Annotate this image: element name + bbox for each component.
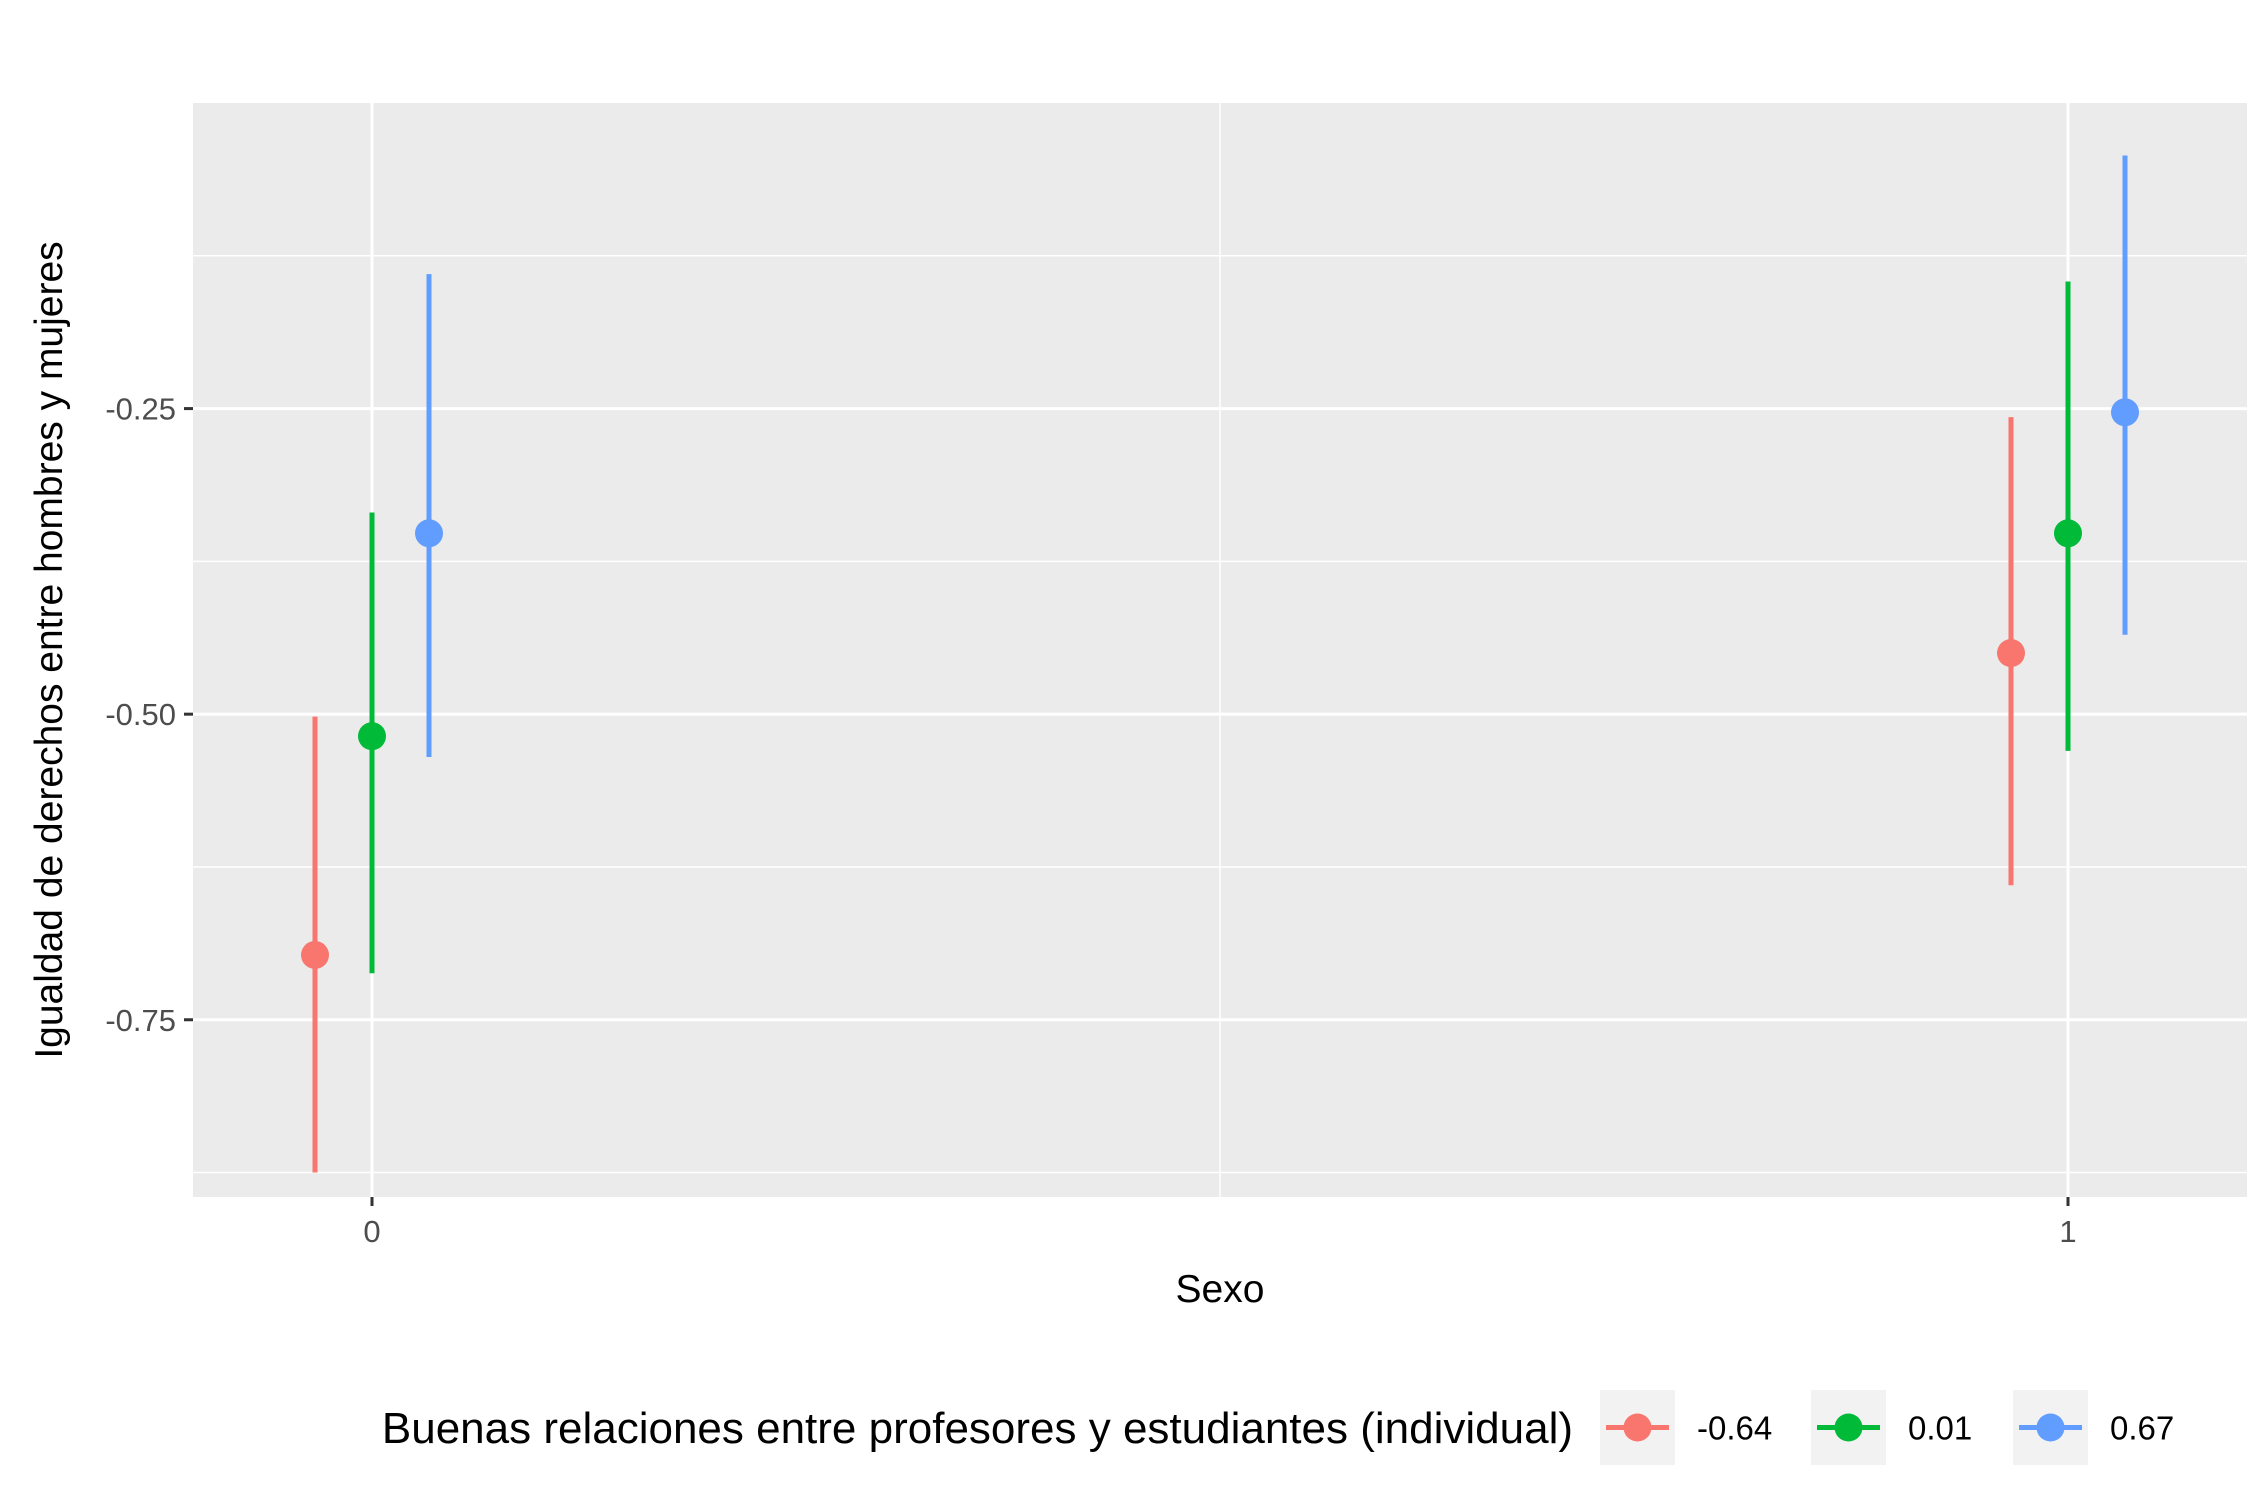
x-tick-label: 1 (2059, 1214, 2076, 1249)
legend-key-point (2036, 1413, 2065, 1442)
y-tick-label: -0.75 (105, 1003, 176, 1038)
x-axis-title: Sexo (1176, 1268, 1265, 1311)
data-point (301, 940, 329, 969)
y-tick-label: -0.25 (105, 392, 176, 427)
y-tick-label: -0.50 (105, 697, 176, 732)
y-axis-ticks: -0.25 -0.50 -0.75 (105, 392, 193, 1038)
legend: Buenas relaciones entre profesores y est… (382, 1390, 2174, 1465)
legend-label: 0.01 (1908, 1410, 1972, 1447)
legend-label: 0.67 (2110, 1410, 2174, 1447)
legend-label: -0.64 (1697, 1410, 1772, 1447)
data-point (2111, 398, 2139, 427)
data-point (2054, 519, 2082, 548)
data-point (1997, 639, 2025, 668)
data-point (415, 519, 443, 548)
data-point (358, 722, 386, 751)
x-tick-label: 0 (363, 1214, 380, 1249)
legend-key-point (1834, 1413, 1863, 1442)
y-axis-title: Igualdad de derechos entre hombres y muj… (28, 241, 71, 1058)
legend-key-point (1623, 1413, 1652, 1442)
data-marks (301, 155, 2139, 1173)
legend-title: Buenas relaciones entre profesores y est… (382, 1404, 1573, 1453)
